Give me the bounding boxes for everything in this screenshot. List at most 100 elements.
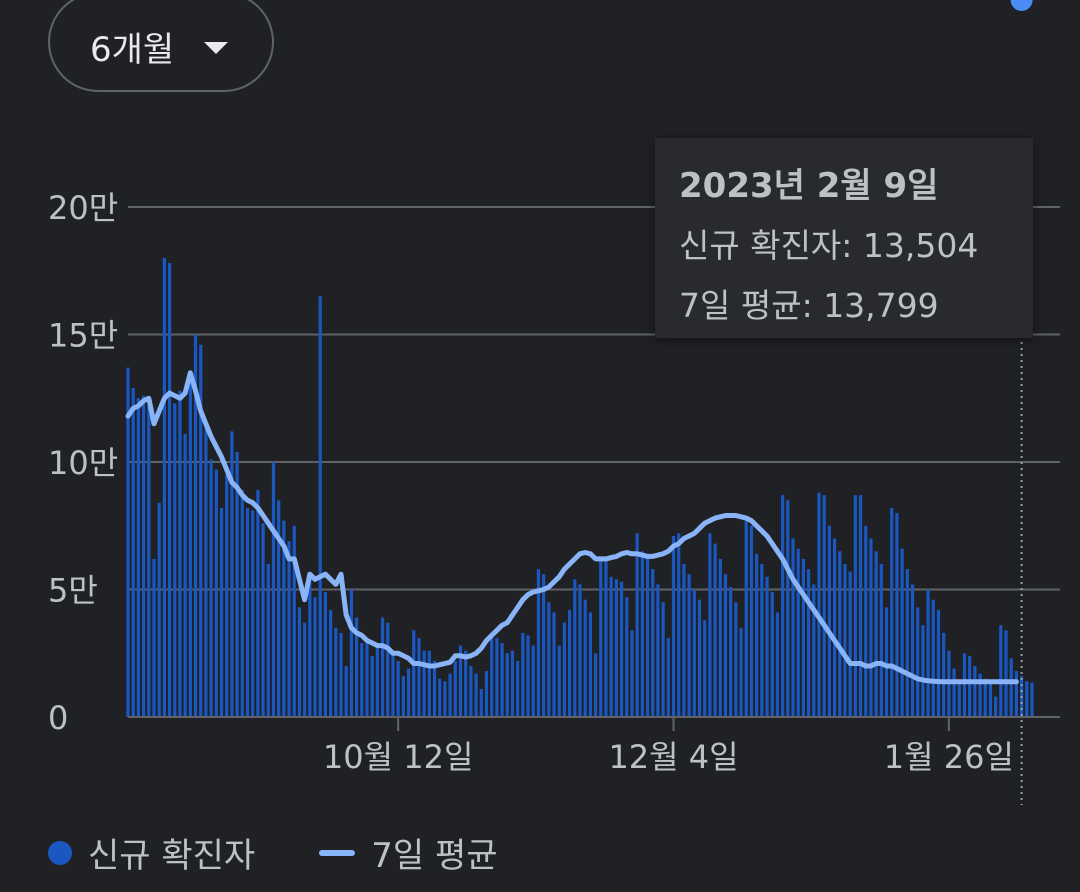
bar [619,581,624,717]
bar [391,653,395,717]
bar [349,589,354,717]
bar [417,637,421,717]
bar [500,643,504,717]
bar [952,668,956,717]
bar [432,660,437,717]
bar [552,612,556,717]
legend-line-swatch [319,849,356,856]
bar [609,576,613,717]
bar [1009,658,1013,717]
chevron-down-icon [204,42,229,54]
bar [240,490,244,717]
bar [879,564,883,717]
bar [490,632,494,717]
bar [157,502,161,717]
bar [178,390,182,717]
bar [635,533,639,717]
bar [380,617,385,717]
bar [412,630,416,717]
bar [251,510,255,717]
tooltip-date: 2023년 2월 9일 [679,166,939,206]
bar [531,645,535,717]
bar [141,395,146,717]
bar [755,553,759,717]
bar [562,622,567,717]
bar [718,558,722,717]
bar [152,558,156,717]
bar [583,599,587,717]
y-tick-label: 20만 [48,189,118,227]
bar [282,520,286,717]
bar [723,574,728,717]
bar [464,650,468,717]
bar [167,263,172,717]
tooltip-avg-label: 7일 평균 [679,286,802,325]
bar [812,584,816,717]
bar [334,627,338,717]
bar [687,574,691,717]
bar [973,666,977,717]
bar [775,612,780,717]
bar [521,632,525,717]
bar [261,523,265,717]
bar [230,431,234,717]
tooltip-avg-value: 13,799 [823,286,939,325]
bar [526,635,530,717]
bar [999,625,1003,717]
bar [318,296,322,717]
bar [277,500,281,717]
bar [890,507,894,717]
bar [832,538,837,717]
bar [853,495,857,717]
bar [817,492,821,717]
chart-tooltip: 2023년 2월 9일 신규 확진자: 13,504 7일 평균: 13,799 [655,138,1033,338]
bar [988,683,993,717]
bar [765,576,769,717]
legend-bars-label[interactable]: 신규 확진자 [88,836,256,876]
chart-legend: 신규 확진자 7일 평균 [48,828,498,877]
bar [365,637,369,717]
bar [516,660,520,717]
bar [339,632,343,717]
bar [199,344,203,717]
bar [406,668,411,717]
range-selector-button[interactable]: 6개월 [48,0,274,92]
bar [838,551,842,717]
bar [666,637,670,717]
bar [884,607,889,717]
bar [183,433,187,717]
bar [547,602,551,717]
bar [827,525,831,717]
bar [593,653,598,717]
avg-line [125,370,1019,685]
bar [796,548,800,717]
bar [895,513,899,717]
bar [858,495,863,717]
bar [843,564,847,717]
bar [401,676,405,717]
bar [677,533,681,717]
bar [869,538,873,717]
bar [484,671,489,717]
bar [354,617,359,717]
tooltip-avg: 7일 평균: 13,799 [679,286,939,325]
x-tick-label: 10월 12일 [323,738,474,776]
bar [256,490,260,717]
bar [599,558,603,717]
bar [219,507,224,717]
bar [931,599,935,717]
bar [703,620,707,717]
bar [287,541,291,717]
legend-line-label[interactable]: 7일 평균 [371,836,498,876]
bar [791,538,795,717]
tooltip-new-cases-label: 신규 확진자 [679,226,842,265]
bar [557,645,561,717]
bar [1030,682,1034,717]
bar [848,571,852,717]
range-selector-label: 6개월 [90,29,175,70]
bar [360,643,364,717]
bar [708,533,712,717]
tooltip-new-cases-value: 13,504 [862,226,979,265]
bar [386,622,390,717]
